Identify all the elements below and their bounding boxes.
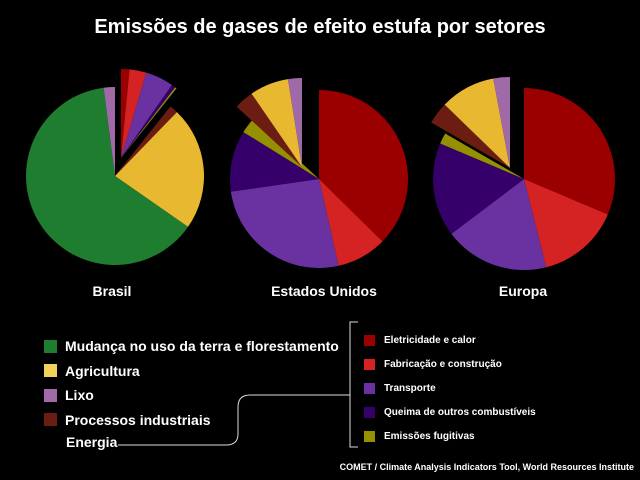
pie-slice-europa-fabricacao-e-construcao [524, 179, 608, 268]
legend-swatch [364, 407, 375, 419]
legend-swatch [364, 334, 375, 346]
legend-item-land-use: Mudança no uso da terra e florestamento [44, 334, 339, 359]
pie-slice-brasil-mudanca-no-uso-da-terra-e-florestamento [26, 87, 189, 265]
legend-item-transport: Transporte [364, 376, 536, 400]
pie-slice-europa-queima-de-outros-combustiveis [433, 143, 524, 234]
pie-slice-brasil-agricultura [115, 112, 205, 227]
legend-item-agriculture: Agricultura [44, 359, 339, 384]
pie-label-estados-unidos: Estados Unidos [271, 283, 377, 299]
energy-bracket [118, 321, 358, 448]
pie-slice-europa-eletricidade-e-calor [524, 88, 615, 215]
chart-title: Emissões de gases de efeito estufa por s… [94, 16, 546, 38]
pie-slice-estados-unidos-processos-industriais [236, 93, 302, 167]
pie-slice-estados-unidos-fabricacao-e-construcao [319, 179, 383, 266]
legend-label: Transporte [384, 382, 436, 394]
pie-slice-europa-lixo [493, 77, 510, 168]
pie-slice-estados-unidos-agricultura [251, 79, 302, 167]
legend-item-electricity: Eletricidade e calor [364, 328, 536, 352]
source-credit: COMET / Climate Analysis Indicators Tool… [339, 462, 634, 472]
legend-item-other-fuel: Queima de outros combustíveis [364, 401, 536, 425]
legend-label: Fabricação e construção [384, 358, 502, 370]
legend-swatch [44, 339, 57, 353]
legend-item-industrial: Processos industriais [44, 408, 339, 433]
pies-group [26, 69, 615, 270]
legend-swatch [44, 364, 57, 378]
pie-slice-brasil-queima-de-outros-combustiveis [121, 85, 176, 158]
legend-label: Emissões fugitivas [384, 431, 475, 443]
pie-slice-europa-agricultura [444, 78, 510, 168]
pie-slice-estados-unidos-transporte [230, 179, 339, 268]
legend-energy-label: Energia [66, 434, 118, 450]
pie-slice-europa-transporte [451, 179, 547, 270]
pie-slice-brasil-eletricidade-e-calor [121, 69, 130, 158]
legend-label: Agricultura [65, 362, 140, 379]
legend-swatch [364, 382, 375, 394]
legend-item-waste: Lixo [44, 383, 339, 408]
pie-slice-brasil-processos-industriais [115, 106, 177, 176]
legend-energy-subsectors: Eletricidade e calor Fabricação e constr… [364, 328, 536, 449]
pie-slice-brasil-transporte [121, 72, 172, 158]
pie-label-europa: Europa [498, 283, 548, 299]
legend-label: Processos industriais [65, 411, 211, 428]
legend-swatch [44, 388, 57, 402]
legend-label: Mudança no uso da terra e florestamento [65, 338, 339, 355]
legend-label: Queima de outros combustíveis [384, 407, 536, 419]
legend-label: Eletricidade e calor [384, 334, 476, 346]
legend-label: Lixo [65, 387, 94, 404]
legend-sectors: Mudança no uso da terra e florestamento … [44, 334, 339, 432]
pie-slice-brasil-emissoes-fugitivas [121, 87, 177, 158]
legend-item-fugitive: Emissões fugitivas [364, 425, 536, 449]
pie-slice-estados-unidos-eletricidade-e-calor [319, 90, 408, 242]
legend-item-manufacturing: Fabricação e construção [364, 352, 536, 376]
pie-slice-brasil-fabricacao-e-construcao [121, 69, 147, 158]
pie-slice-estados-unidos-queima-de-outros-combustiveis [230, 132, 319, 192]
pie-slice-brasil-lixo [103, 87, 115, 176]
legend-swatch [364, 431, 375, 443]
legend-swatch [364, 358, 375, 370]
pie-slice-europa-emissoes-fugitivas [440, 133, 524, 179]
pie-label-brasil: Brasil [92, 283, 132, 299]
pie-slice-estados-unidos-lixo [287, 78, 302, 167]
pie-slice-europa-processos-industriais [431, 104, 510, 168]
legend-swatch [44, 413, 57, 427]
